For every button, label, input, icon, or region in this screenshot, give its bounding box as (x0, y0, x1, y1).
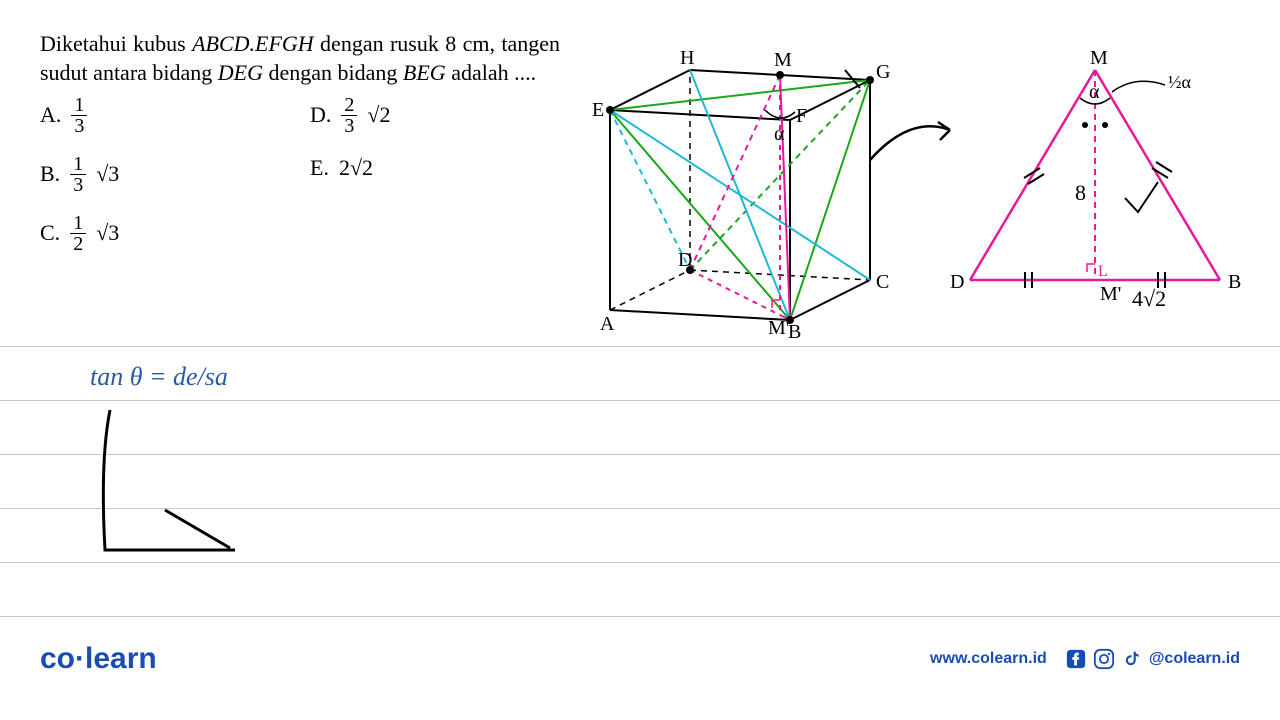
svg-text:D: D (678, 249, 692, 271)
q-part-1: Diketahui kubus (40, 31, 192, 56)
question-block: Diketahui kubus ABCD.EFGH dengan rusuk 8… (40, 30, 560, 254)
footer-handle: @colearn.id (1149, 650, 1240, 668)
svg-text:α: α (774, 123, 785, 145)
svg-text:G: G (876, 61, 890, 83)
logo: co·learn (40, 642, 157, 676)
q-part-6: BEG (403, 60, 446, 85)
svg-text:½α: ½α (1168, 72, 1192, 92)
tiktok-icon (1121, 648, 1143, 670)
option-E: E. 2√2 (310, 154, 510, 183)
footer: co·learn www.colearn.id @colearn.id (40, 642, 1240, 676)
facebook-icon (1065, 648, 1087, 670)
svg-text:4√2: 4√2 (1132, 286, 1166, 311)
svg-text:A: A (600, 313, 615, 335)
option-C: C. 12 √3 (40, 213, 310, 254)
option-A: A. 13 (40, 95, 310, 136)
svg-text:M': M' (1100, 283, 1121, 305)
q-part-4: DEG (218, 60, 263, 85)
svg-text:α: α (1089, 81, 1100, 103)
svg-text:B: B (788, 321, 801, 340)
handwriting-tan: tan θ = de/sa (90, 362, 228, 392)
angle-sketch-icon (70, 400, 250, 580)
svg-text:E: E (592, 99, 604, 121)
options: A. 13 B. 13 √3 C. 12 √3 D. 23 √2 E. 2√ (40, 95, 560, 254)
cube-diagram: A B C D E F G H M M' α (570, 30, 910, 340)
q-part-2: ABCD.EFGH (192, 31, 314, 56)
svg-text:M: M (774, 49, 792, 71)
svg-text:B: B (1228, 271, 1241, 293)
instagram-icon (1093, 648, 1115, 670)
q-part-5: dengan bidang (263, 60, 403, 85)
option-D: D. 23 √2 (310, 95, 510, 136)
svg-text:M: M (1090, 50, 1108, 69)
svg-text:C: C (876, 271, 889, 293)
question-text: Diketahui kubus ABCD.EFGH dengan rusuk 8… (40, 30, 560, 87)
svg-text:F: F (796, 105, 807, 127)
svg-text:H: H (680, 47, 694, 69)
triangle-diagram: M D B M' α 8 4√2 ½α L (940, 50, 1250, 310)
q-part-7: adalah .... (446, 60, 536, 85)
svg-text:M': M' (768, 317, 789, 339)
svg-text:D: D (950, 271, 964, 293)
svg-text:L: L (1098, 263, 1108, 280)
svg-text:8: 8 (1075, 180, 1086, 205)
option-B: B. 13 √3 (40, 154, 310, 195)
footer-url: www.colearn.id (930, 650, 1047, 668)
